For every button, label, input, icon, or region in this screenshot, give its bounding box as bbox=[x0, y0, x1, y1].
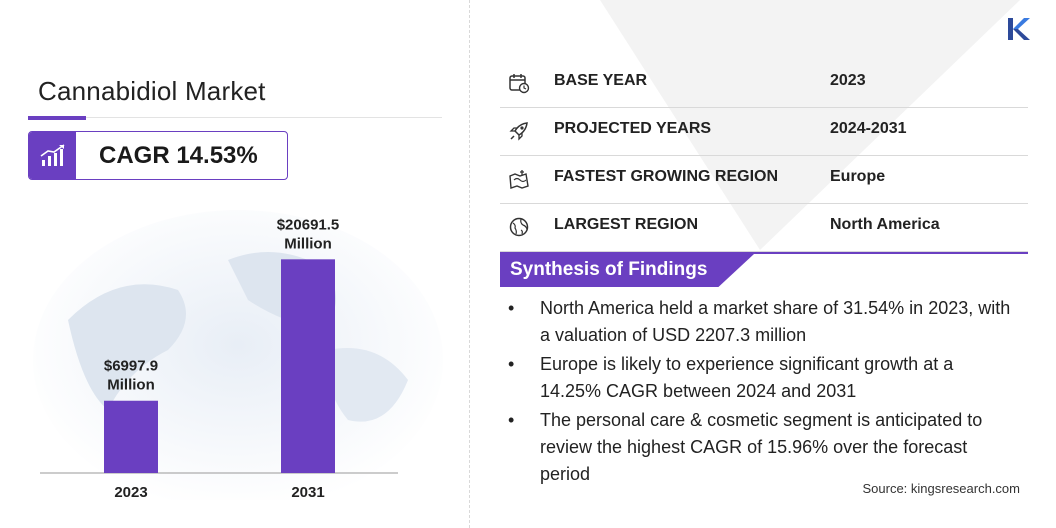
rocket-icon bbox=[509, 122, 528, 141]
x-tick-label: 2031 bbox=[291, 484, 324, 501]
data-label: Million bbox=[284, 235, 332, 252]
bullet: • bbox=[508, 298, 515, 318]
bar-2023 bbox=[104, 400, 158, 473]
cagr-badge: CAGR 14.53% bbox=[28, 131, 288, 180]
bar-chart: $6997.9 Million 2023 $20691.5 Million 2031 bbox=[40, 216, 398, 501]
table-label: BASE YEAR bbox=[554, 72, 648, 89]
synthesis-rule bbox=[500, 252, 1028, 254]
finding-text: North America held a market share of 31.… bbox=[540, 298, 1011, 345]
list-item: • North America held a market share of 3… bbox=[508, 295, 1013, 349]
table-row: PROJECTED YEARS 2024-2031 bbox=[500, 108, 1028, 156]
source-credit: Source: kingsresearch.com bbox=[862, 481, 1020, 496]
kings-research-logo-icon bbox=[1008, 18, 1030, 40]
table-value: 2023 bbox=[830, 72, 866, 89]
title-rule bbox=[28, 117, 442, 118]
page-title: Cannabidiol Market bbox=[38, 76, 266, 106]
chart-growth-icon bbox=[29, 132, 76, 179]
list-item: • The personal care & cosmetic segment i… bbox=[508, 407, 1013, 488]
title-accent bbox=[28, 116, 86, 120]
list-item: • Europe is likely to experience signifi… bbox=[508, 351, 1013, 405]
bar-2031 bbox=[281, 259, 335, 473]
market-info-table: BASE YEAR 2023 PROJECTED YEARS 2024-2031… bbox=[500, 60, 1028, 252]
data-label: $20691.5 bbox=[277, 216, 340, 233]
table-value: Europe bbox=[830, 168, 886, 185]
center-divider bbox=[469, 0, 470, 528]
wedge-background bbox=[600, 0, 1020, 250]
table-row: LARGEST REGION North America bbox=[500, 204, 1028, 252]
bullet: • bbox=[508, 410, 515, 430]
table-label: LARGEST REGION bbox=[554, 216, 699, 233]
cagr-value: CAGR 14.53% bbox=[99, 142, 258, 169]
synthesis-title: Synthesis of Findings bbox=[510, 259, 708, 280]
synthesis-header-tab bbox=[500, 254, 754, 287]
data-label: Million bbox=[107, 377, 155, 394]
table-row: FASTEST GROWING REGION Europe bbox=[500, 156, 1028, 204]
data-label: $6997.9 bbox=[104, 358, 158, 375]
calendar-icon bbox=[509, 74, 530, 94]
table-row: BASE YEAR 2023 bbox=[500, 60, 1028, 108]
table-label: FASTEST GROWING REGION bbox=[554, 168, 779, 185]
bullet: • bbox=[508, 354, 515, 374]
globe-icon bbox=[509, 217, 529, 237]
finding-text: The personal care & cosmetic segment is … bbox=[540, 410, 983, 484]
table-label: PROJECTED YEARS bbox=[554, 120, 712, 137]
region-map-icon bbox=[509, 170, 529, 189]
table-value: 2024-2031 bbox=[830, 120, 907, 137]
findings-list: • North America held a market share of 3… bbox=[508, 295, 1013, 490]
table-value: North America bbox=[830, 216, 940, 233]
finding-text: Europe is likely to experience significa… bbox=[540, 354, 954, 401]
x-tick-label: 2023 bbox=[114, 484, 147, 501]
